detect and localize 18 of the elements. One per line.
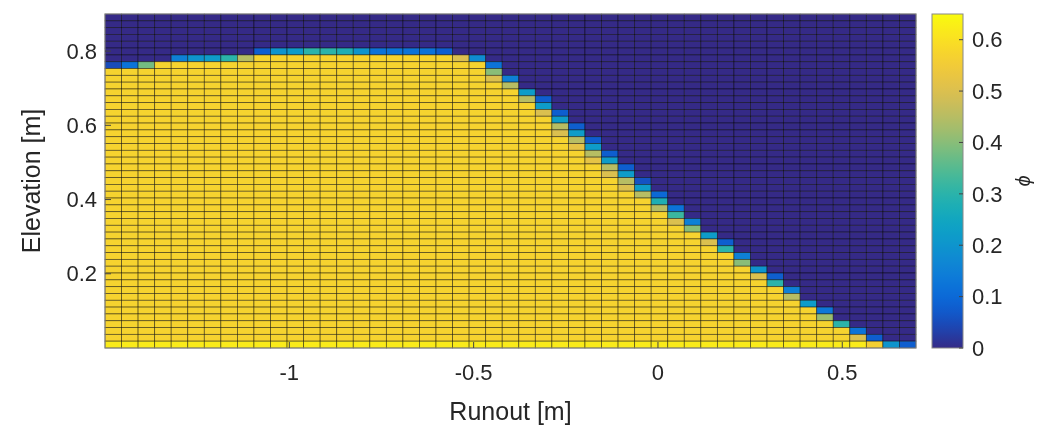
y-tick-label: 0.4 — [66, 187, 97, 213]
color-bar-label: 0 — [972, 335, 985, 361]
y-axis-title: Elevation [m] — [17, 108, 45, 254]
color-bar-label: 0.5 — [972, 78, 1003, 104]
x-tick-label: 0.5 — [826, 360, 858, 385]
color-bar-label: 0.1 — [972, 284, 1003, 310]
x-tick-label: -0.5 — [454, 360, 493, 385]
color-bar-label: 0.6 — [972, 27, 1003, 53]
x-tick-label: 0 — [651, 360, 665, 385]
y-tick-label: 0.8 — [66, 38, 97, 64]
x-axis-title: Runout [m] — [449, 397, 572, 425]
color-bar-label: 0.2 — [972, 232, 1003, 258]
color-bar-label: 0.4 — [972, 130, 1003, 156]
color-bar-label: 0.3 — [972, 181, 1003, 207]
y-tick-label: 0.2 — [66, 261, 97, 287]
y-tick-label: 0.6 — [66, 113, 97, 139]
x-tick-label: -1 — [279, 360, 300, 385]
color-bar-title: ϕ — [1012, 175, 1034, 187]
